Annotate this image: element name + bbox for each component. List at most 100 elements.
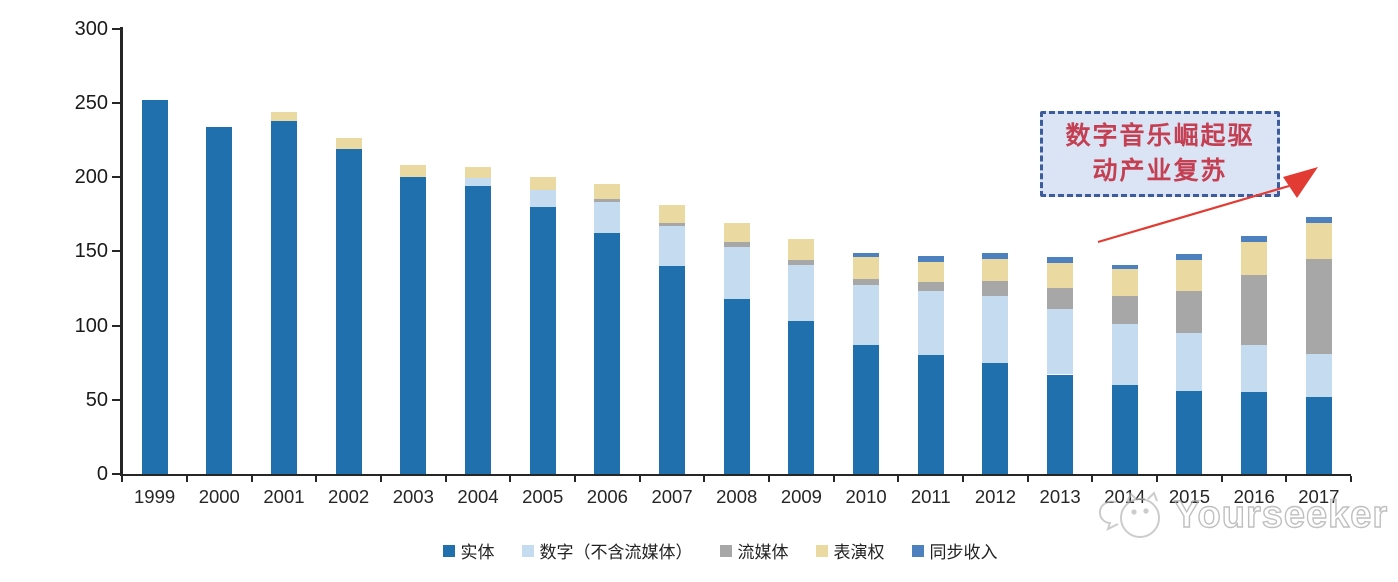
x-tick-label-2003: 2003 bbox=[392, 486, 434, 507]
bar-segment-1999-series0 bbox=[141, 99, 168, 474]
legend-label: 表演权 bbox=[833, 543, 885, 562]
x-tick-mark bbox=[768, 476, 770, 482]
bar-segment-2000-series0 bbox=[206, 126, 233, 474]
y-tick-mark bbox=[112, 324, 120, 327]
bar-segment-2016-series0 bbox=[1241, 392, 1268, 474]
watermark-text: Yourseeker bbox=[1173, 493, 1389, 536]
bar-segment-2010-series2 bbox=[853, 279, 880, 286]
legend-item-1: 数字（不含流媒体） bbox=[521, 538, 693, 563]
bar-segment-2007-series0 bbox=[659, 266, 686, 474]
bar-segment-2007-series1 bbox=[659, 226, 686, 267]
x-tick-mark bbox=[1091, 476, 1094, 482]
bar-segment-2009-series0 bbox=[788, 321, 815, 474]
bar-segment-2006-series0 bbox=[594, 233, 621, 474]
x-tick-mark bbox=[1220, 476, 1223, 482]
bar-segment-2017-series0 bbox=[1305, 396, 1332, 474]
x-tick-label-2000: 2000 bbox=[198, 486, 240, 507]
x-tick-mark bbox=[1350, 476, 1353, 482]
bar-segment-2013-series0 bbox=[1047, 374, 1074, 474]
x-tick-mark bbox=[121, 476, 124, 482]
legend-label: 同步收入 bbox=[929, 543, 998, 562]
bar-segment-2016-series1 bbox=[1241, 344, 1268, 393]
legend-item-0: 实体 bbox=[442, 538, 495, 563]
bar-segment-2014-series1 bbox=[1111, 324, 1138, 385]
bar-segment-2017-series1 bbox=[1305, 353, 1332, 397]
y-tick-mark bbox=[112, 176, 120, 178]
x-tick-label-2016: 2016 bbox=[1233, 486, 1275, 507]
y-tick-label-50: 50 bbox=[85, 388, 108, 411]
bar-segment-2015-series2 bbox=[1176, 291, 1203, 333]
bar-segment-2013-series1 bbox=[1047, 309, 1074, 375]
bar-segment-2016-series3 bbox=[1241, 242, 1268, 275]
legend-label: 流媒体 bbox=[737, 543, 789, 562]
y-tick-label-150: 150 bbox=[74, 240, 108, 263]
legend-swatch-icon bbox=[815, 544, 828, 557]
x-tick-mark bbox=[573, 476, 576, 482]
x-tick-mark bbox=[315, 476, 318, 482]
x-tick-label-2002: 2002 bbox=[328, 486, 370, 507]
y-tick-mark bbox=[112, 27, 120, 30]
bar-segment-2005-series1 bbox=[529, 190, 556, 207]
annotation-callout: 数字音乐崛起驱 动产业复苏 bbox=[1040, 111, 1280, 197]
bar-segment-2010-series3 bbox=[853, 257, 880, 280]
bar-segment-2012-series0 bbox=[982, 362, 1009, 474]
legend-label: 实体 bbox=[460, 543, 495, 562]
bar-segment-2006-series1 bbox=[594, 202, 621, 234]
bar-segment-2016-series2 bbox=[1241, 275, 1268, 345]
x-axis-line bbox=[120, 473, 1351, 476]
bar-segment-2009-series1 bbox=[788, 264, 815, 322]
legend-swatch-icon bbox=[911, 544, 924, 557]
bar-segment-2008-series3 bbox=[723, 223, 750, 243]
watermark: Yourseeker bbox=[1096, 488, 1388, 546]
bar-segment-2013-series3 bbox=[1047, 263, 1074, 289]
bar-segment-2017-series3 bbox=[1305, 223, 1332, 259]
x-tick-label-2009: 2009 bbox=[780, 486, 822, 507]
bar-segment-2012-series2 bbox=[982, 280, 1009, 296]
x-tick-mark bbox=[832, 476, 835, 482]
x-tick-label-2010: 2010 bbox=[845, 486, 887, 507]
x-tick-mark bbox=[185, 476, 188, 482]
x-tick-label-2013: 2013 bbox=[1039, 486, 1081, 507]
bar-segment-2011-series0 bbox=[917, 355, 944, 474]
bar-segment-2008-series2 bbox=[723, 242, 750, 247]
x-tick-mark bbox=[962, 476, 965, 482]
legend-item-4: 同步收入 bbox=[911, 538, 998, 563]
bar-segment-2014-series2 bbox=[1111, 295, 1138, 324]
bar-segment-2014-series3 bbox=[1111, 269, 1138, 296]
x-tick-label-2005: 2005 bbox=[522, 486, 564, 507]
y-tick-mark bbox=[112, 250, 120, 253]
bar-segment-2004-series3 bbox=[465, 166, 491, 179]
bar-segment-2007-series2 bbox=[659, 223, 686, 226]
bar-segment-2003-series3 bbox=[400, 165, 427, 177]
bar-segment-2015-series3 bbox=[1176, 260, 1203, 292]
legend-item-2: 流媒体 bbox=[719, 538, 789, 563]
bar-segment-2017-series2 bbox=[1305, 258, 1332, 354]
y-tick-mark bbox=[112, 101, 120, 104]
bar-segment-2016-series4 bbox=[1241, 236, 1268, 243]
bar-segment-2017-series4 bbox=[1305, 217, 1332, 224]
bar-segment-2010-series4 bbox=[853, 252, 880, 258]
y-tick-mark bbox=[112, 398, 120, 401]
x-tick-mark bbox=[897, 476, 900, 482]
bar-segment-2003-series0 bbox=[400, 177, 427, 474]
y-tick-label-250: 250 bbox=[74, 91, 108, 114]
bar-segment-2002-series0 bbox=[335, 148, 362, 474]
bar-segment-2010-series1 bbox=[853, 285, 880, 345]
x-tick-mark bbox=[250, 476, 253, 482]
bar-segment-2007-series3 bbox=[659, 205, 686, 224]
annotation-line1: 数字音乐崛起驱 bbox=[1065, 122, 1255, 150]
x-tick-label-1999: 1999 bbox=[134, 486, 176, 507]
bar-segment-2015-series1 bbox=[1176, 332, 1203, 391]
x-tick-label-2001: 2001 bbox=[263, 486, 305, 507]
bar-segment-2012-series1 bbox=[982, 295, 1009, 363]
x-tick-mark bbox=[509, 476, 512, 482]
bar-segment-2008-series0 bbox=[723, 298, 750, 474]
bar-segment-2011-series1 bbox=[917, 291, 944, 356]
bar-segment-2001-series0 bbox=[270, 120, 297, 474]
bar-segment-2009-series2 bbox=[788, 260, 815, 265]
bar-segment-2011-series2 bbox=[917, 282, 944, 292]
bar-segment-2012-series3 bbox=[982, 258, 1009, 281]
x-tick-label-2008: 2008 bbox=[716, 486, 758, 507]
bar-segment-2004-series0 bbox=[465, 185, 491, 474]
